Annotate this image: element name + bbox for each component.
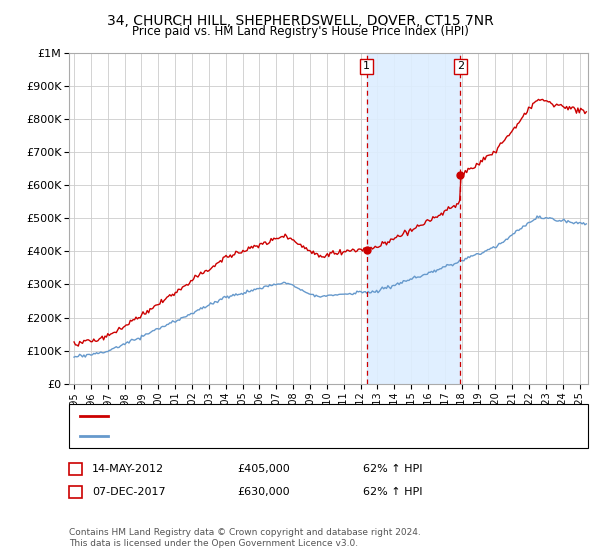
Text: 2: 2 [72,487,79,497]
Text: 1: 1 [363,62,370,72]
Text: £630,000: £630,000 [237,487,290,497]
Text: Contains HM Land Registry data © Crown copyright and database right 2024.
This d: Contains HM Land Registry data © Crown c… [69,528,421,548]
Text: 07-DEC-2017: 07-DEC-2017 [92,487,166,497]
Text: 1: 1 [72,464,79,474]
Bar [367,53,460,384]
Text: HPI: Average price, detached house, Dover: HPI: Average price, detached house, Dove… [114,431,338,441]
Text: 2: 2 [457,62,464,72]
Text: 34, CHURCH HILL, SHEPHERDSWELL, DOVER, CT15 7NR: 34, CHURCH HILL, SHEPHERDSWELL, DOVER, C… [107,14,493,28]
Text: £405,000: £405,000 [237,464,290,474]
Text: 14-MAY-2012: 14-MAY-2012 [92,464,164,474]
Text: 62% ↑ HPI: 62% ↑ HPI [363,464,422,474]
Text: Price paid vs. HM Land Registry's House Price Index (HPI): Price paid vs. HM Land Registry's House … [131,25,469,38]
Text: 34, CHURCH HILL, SHEPHERDSWELL, DOVER, CT15 7NR (detached house): 34, CHURCH HILL, SHEPHERDSWELL, DOVER, C… [114,411,499,421]
Text: 62% ↑ HPI: 62% ↑ HPI [363,487,422,497]
